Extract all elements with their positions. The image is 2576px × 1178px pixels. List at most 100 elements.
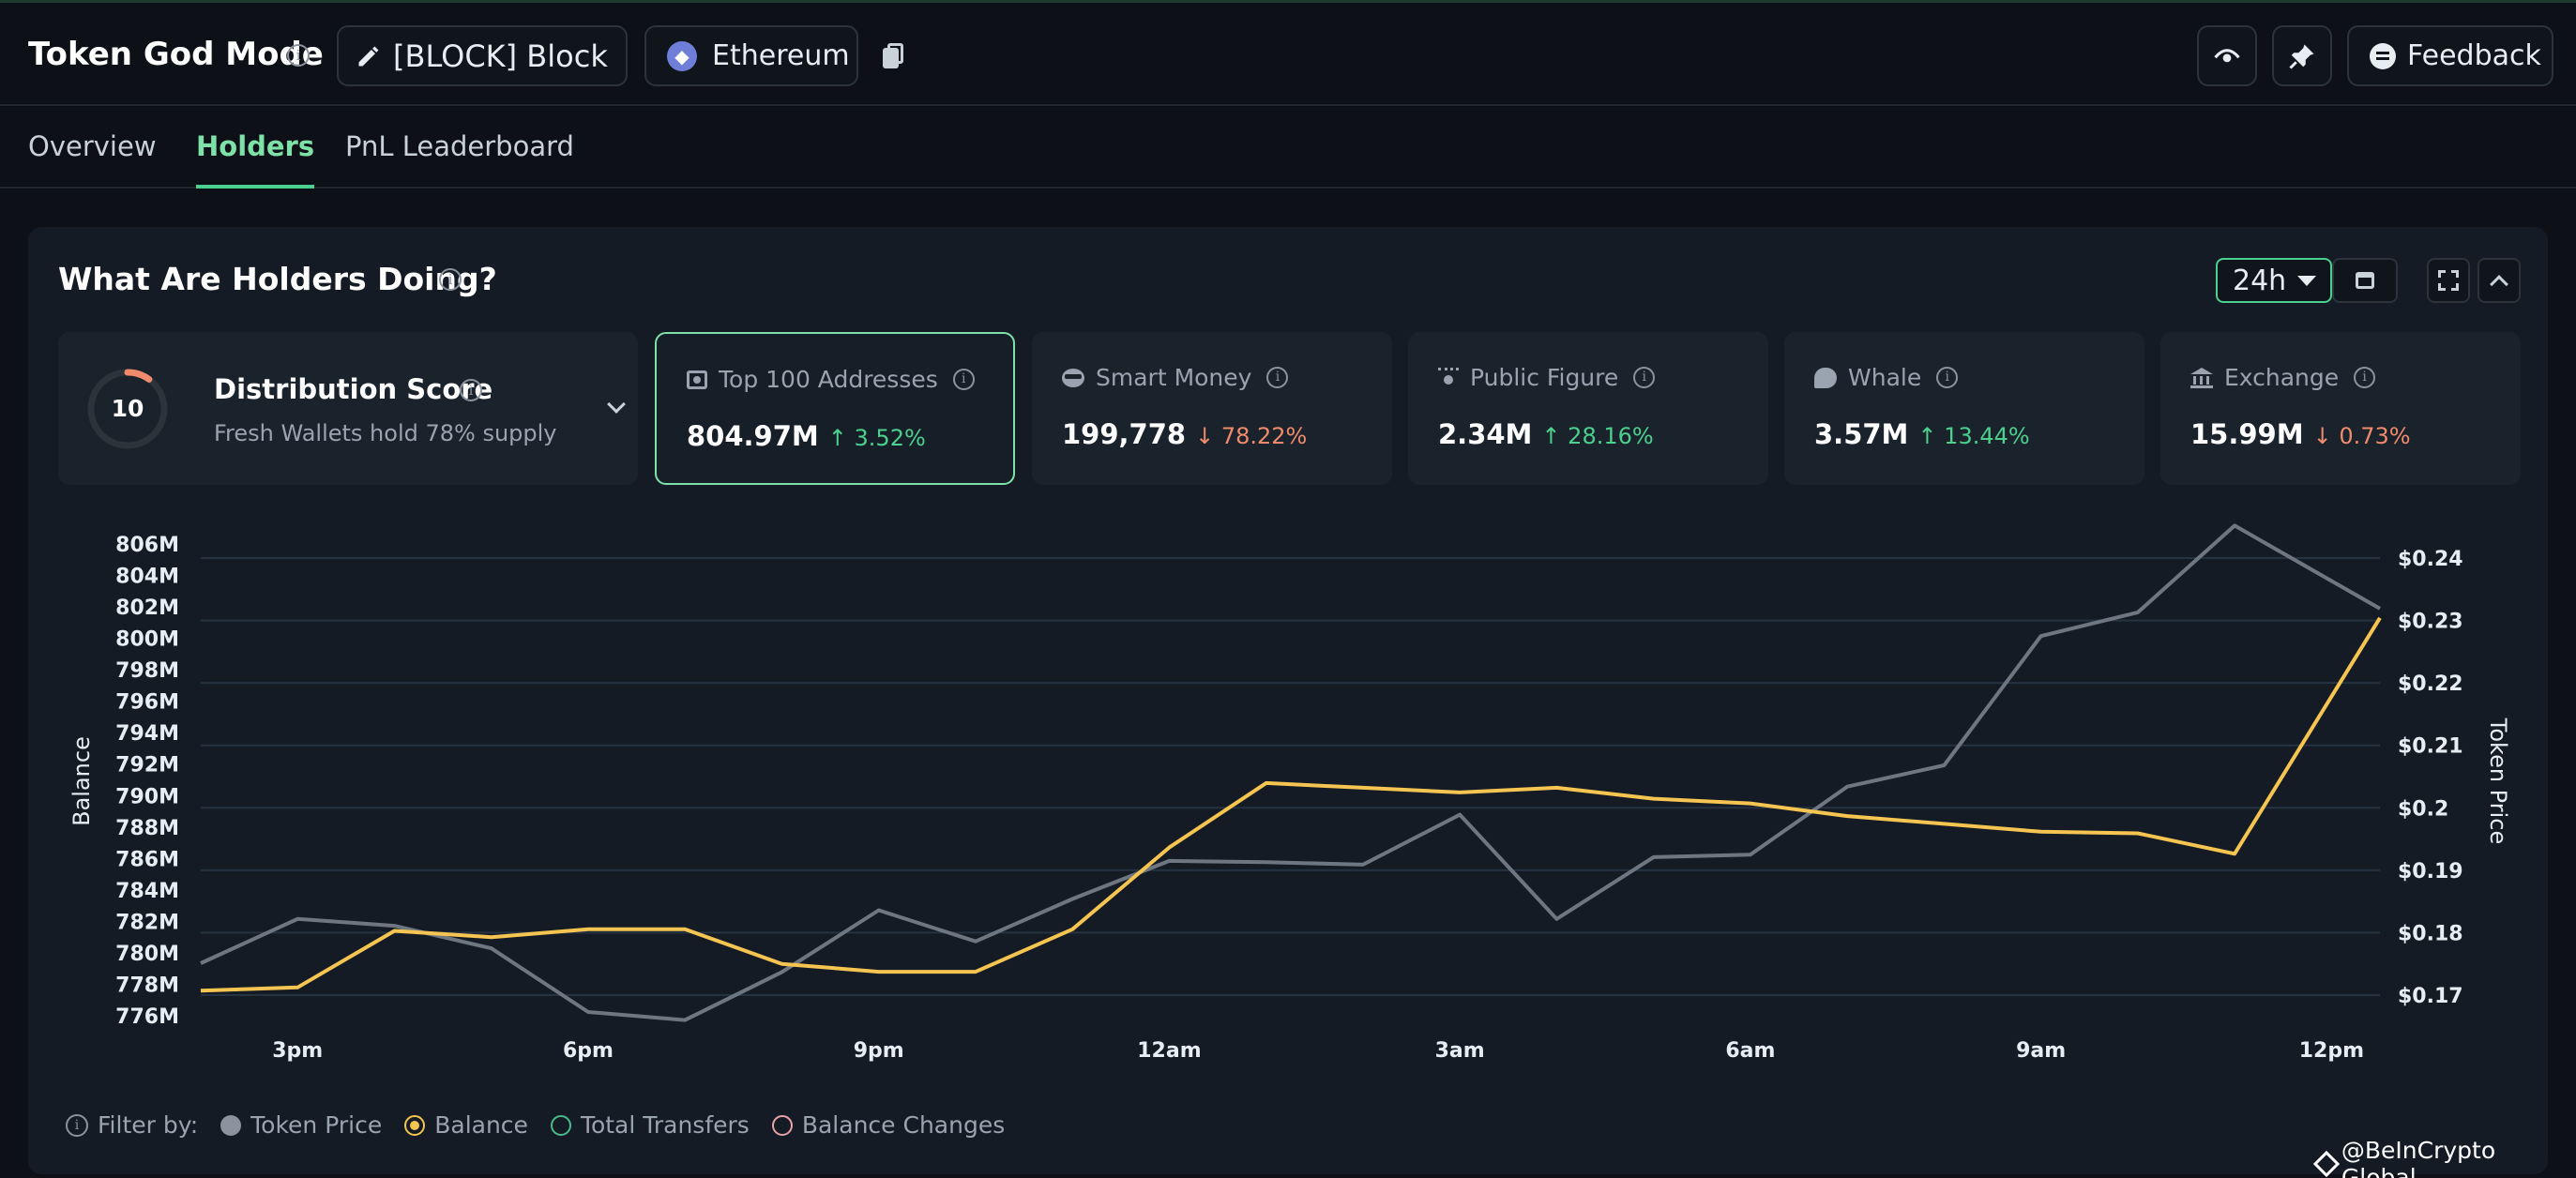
info-icon[interactable]: i (66, 1113, 88, 1137)
distribution-score-card[interactable]: 10 Distribution Score i Fresh Wallets ho… (58, 332, 638, 485)
info-icon[interactable]: i (287, 44, 310, 67)
card-smart-money[interactable]: Smart Money i 199,778 ↓ 78.22% (1032, 332, 1392, 485)
change-value: 78.22% (1220, 423, 1308, 449)
filter-balance-changes[interactable]: Balance Changes (771, 1111, 1005, 1139)
card-whale[interactable]: Whale i 3.57M ↑ 13.44% (1784, 332, 2144, 485)
y-tick-label: 782M (115, 911, 179, 934)
info-icon[interactable]: i (952, 369, 975, 390)
info-icon[interactable]: i (1633, 367, 1656, 388)
y-tick-label: 786M (115, 848, 179, 871)
x-tick-label: 12pm (2299, 1039, 2364, 1063)
chart-legend: i Filter by: Token Price Balance Total T… (66, 1111, 1018, 1139)
glasses-icon (1062, 368, 1084, 387)
card-value: 2.34M (1438, 418, 1533, 450)
date-picker-button[interactable] (2332, 258, 2398, 303)
card-value: 3.57M (1814, 418, 1909, 450)
y-tick-label: 780M (115, 943, 179, 966)
tab-overview[interactable]: Overview (28, 130, 157, 162)
arrow-up-icon: ↑ (827, 425, 847, 451)
tab-bar: Overview Holders PnL Leaderboard (0, 106, 2576, 189)
distribution-score-subtitle: Fresh Wallets hold 78% supply (214, 420, 557, 446)
chain-selector[interactable]: ◆ Ethereum (644, 25, 858, 86)
x-tick-label: 6am (1725, 1039, 1775, 1063)
bank-icon (2190, 367, 2213, 388)
info-icon[interactable]: i (1936, 367, 1959, 388)
legend-label: Token Price (250, 1111, 383, 1139)
eye-icon (2214, 48, 2240, 62)
change-up: ↑ 13.44% (1917, 423, 2029, 449)
change-up: ↑ 3.52% (828, 425, 926, 451)
legend-dot (404, 1114, 426, 1136)
watermark-text: @BeInCrypto Global (2341, 1137, 2496, 1178)
top-accent-line (0, 0, 2576, 3)
tab-holders[interactable]: Holders (196, 130, 315, 189)
whale-icon (1814, 367, 1837, 388)
info-icon[interactable]: i (460, 379, 482, 401)
distribution-score-title: Distribution Score (214, 373, 493, 405)
y2-tick-label: $0.17 (2398, 985, 2463, 1008)
collapse-button[interactable] (2478, 258, 2521, 303)
chain-label: Ethereum (712, 39, 850, 72)
info-icon[interactable]: i (1266, 367, 1289, 388)
fullscreen-button[interactable] (2427, 258, 2470, 303)
copy-icon[interactable] (883, 43, 903, 69)
change-value: 28.16% (1568, 423, 1654, 449)
info-icon[interactable]: i (439, 268, 462, 291)
y-tick-label: 788M (115, 817, 179, 840)
feedback-button[interactable]: Feedback (2347, 25, 2553, 86)
card-top-100-addresses[interactable]: Top 100 Addresses i 804.97M ↑ 3.52% (655, 332, 1015, 485)
calendar-icon (2356, 272, 2374, 289)
card-value: 199,778 (1062, 418, 1187, 450)
y2-axis-title: Token Price (2485, 717, 2511, 844)
y-tick-label: 778M (115, 974, 179, 997)
y-tick-label: 802M (115, 597, 179, 620)
chat-icon (2370, 42, 2396, 69)
y-tick-label: 800M (115, 628, 179, 652)
change-up: ↑ 28.16% (1541, 423, 1653, 449)
card-label: Top 100 Addresses (719, 366, 938, 393)
pin-button[interactable] (2272, 25, 2332, 86)
beincrypto-logo-icon (2312, 1150, 2341, 1178)
card-public-figure[interactable]: Public Figure i 2.34M ↑ 28.16% (1408, 332, 1768, 485)
time-range-select[interactable]: 24h (2216, 258, 2332, 303)
legend-dot (771, 1114, 793, 1136)
star-icon (1438, 367, 1459, 388)
legend-label: Balance (434, 1111, 528, 1139)
card-exchange[interactable]: Exchange i 15.99M ↓ 0.73% (2160, 332, 2521, 485)
y-tick-label: 804M (115, 566, 179, 589)
y2-tick-label: $0.18 (2398, 922, 2463, 945)
edit-token-button[interactable]: [BLOCK] Block (337, 25, 628, 86)
series-line-balance (200, 616, 2382, 993)
filter-label: Filter by: (98, 1111, 199, 1139)
y2-tick-label: $0.21 (2398, 735, 2463, 759)
change-down: ↓ 78.22% (1195, 423, 1307, 449)
y-tick-label: 792M (115, 754, 179, 778)
arrow-up-icon: ↑ (1541, 423, 1561, 449)
money-icon (687, 370, 707, 389)
filter-token-price[interactable]: Token Price (220, 1111, 382, 1139)
card-label: Whale (1848, 364, 1922, 391)
feedback-label: Feedback (2407, 39, 2541, 72)
filter-total-transfers[interactable]: Total Transfers (550, 1111, 750, 1139)
y2-tick-label: $0.24 (2398, 548, 2463, 571)
tab-pnl-leaderboard[interactable]: PnL Leaderboard (345, 130, 574, 162)
series-line-token-price (200, 523, 2381, 1022)
card-value: 804.97M (687, 420, 819, 452)
distribution-score-value: 10 (111, 395, 144, 422)
legend-label: Total Transfers (580, 1111, 750, 1139)
watch-button[interactable] (2197, 25, 2257, 86)
pencil-icon (358, 46, 379, 66)
score-ring (87, 369, 168, 449)
card-value: 15.99M (2190, 418, 2304, 450)
y2-tick-label: $0.2 (2398, 797, 2448, 821)
x-tick-label: 9pm (854, 1039, 904, 1063)
info-icon[interactable]: i (2354, 367, 2376, 388)
y2-tick-label: $0.22 (2398, 672, 2463, 696)
y-tick-label: 776M (115, 1005, 179, 1029)
y-tick-label: 794M (115, 722, 179, 746)
x-tick-label: 9am (2016, 1039, 2066, 1063)
filter-balance[interactable]: Balance (404, 1111, 528, 1139)
card-label: Exchange (2224, 364, 2340, 391)
x-tick-label: 6pm (563, 1039, 614, 1063)
